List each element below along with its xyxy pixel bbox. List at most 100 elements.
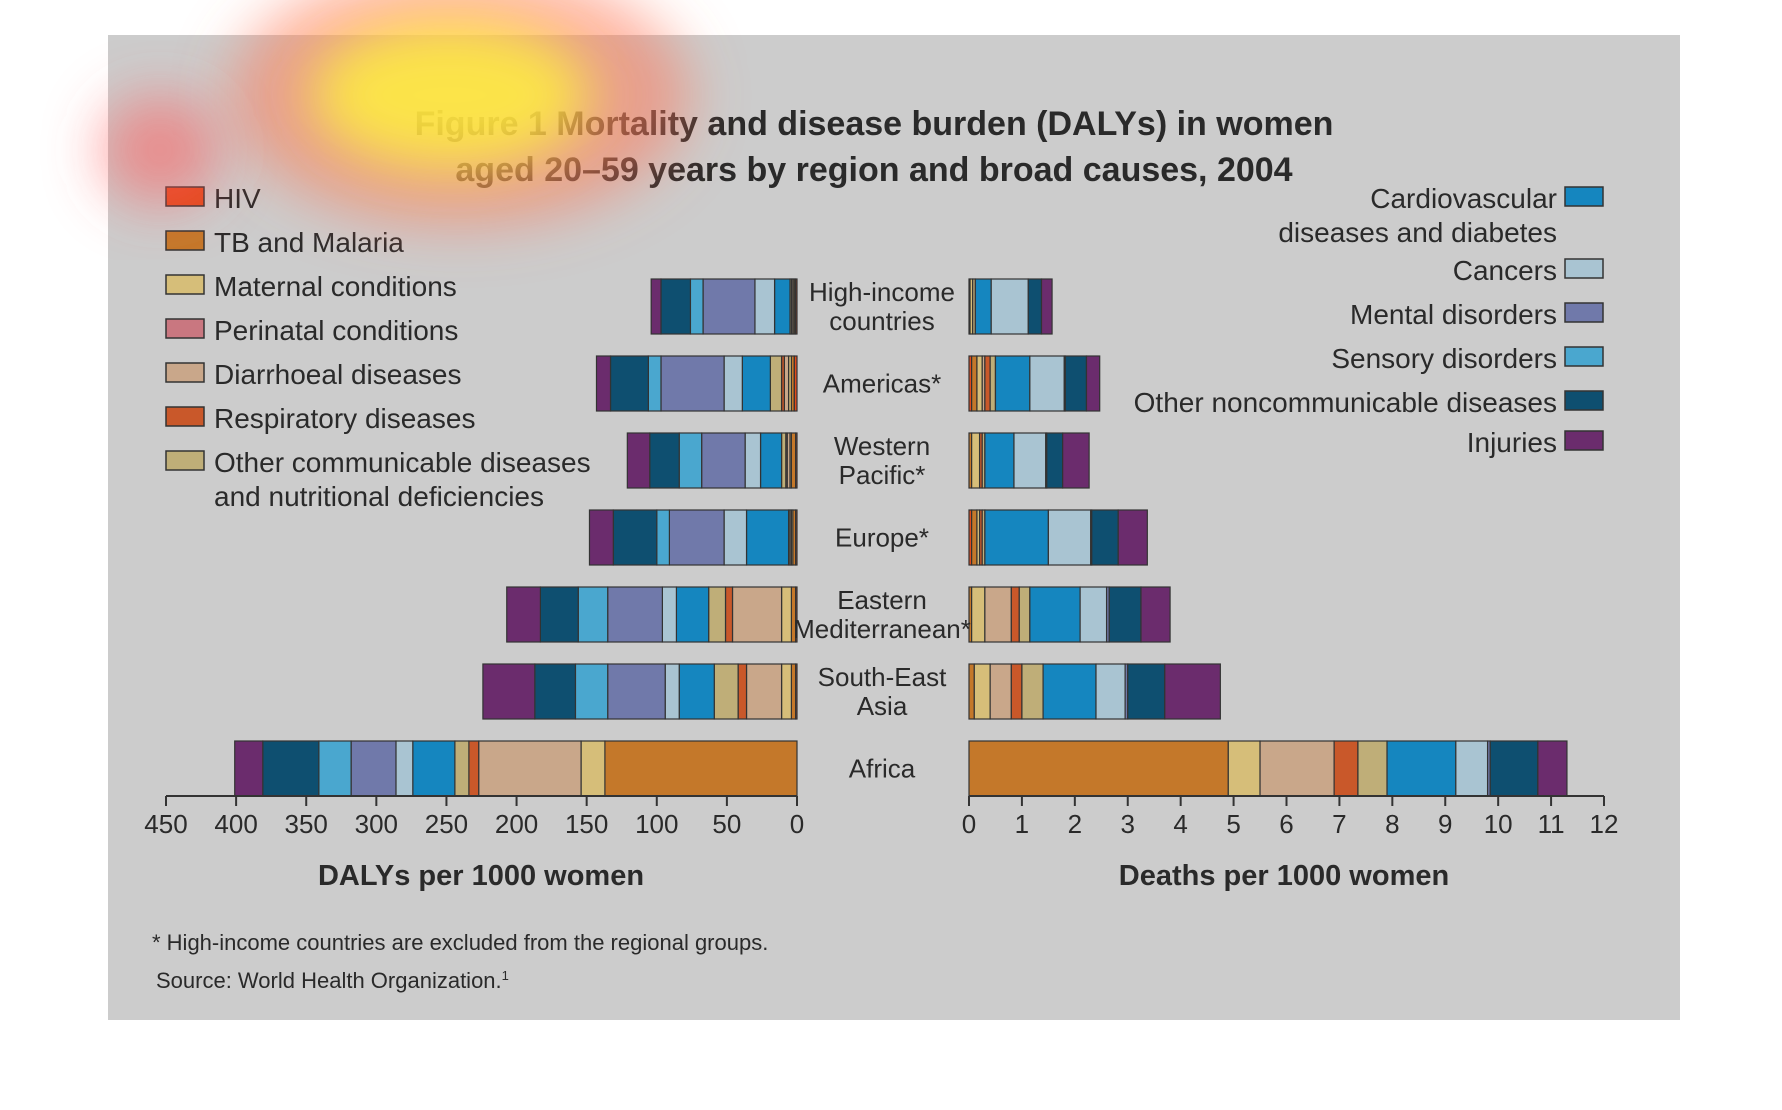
deaths-segment-cancers — [1013, 432, 1047, 489]
region-label-americas: Americas* — [823, 369, 941, 399]
dalys-segment-tb-and-malaria — [790, 432, 797, 489]
dalys-tick-label: 100 — [635, 809, 678, 839]
region-label-eastern-mediterranean: Eastern Mediterranean* — [793, 585, 971, 644]
dalys-tick-label: 50 — [712, 809, 741, 839]
deaths-segment-cancers — [1079, 586, 1108, 643]
dalys-segment-cardiovascular-diseases-and-diabetes — [675, 586, 710, 643]
legend-swatch — [165, 274, 205, 295]
region-label-line: Mediterranean* — [793, 614, 971, 644]
deaths-segment-diarrhoeal-diseases — [1259, 740, 1335, 797]
heatmap-blob — [100, 95, 220, 205]
region-label-line: Eastern — [837, 585, 927, 615]
legend-item-respiratory-diseases: Respiratory diseases — [165, 403, 475, 434]
region-label-south-east-asia: South-East Asia — [818, 662, 947, 721]
deaths-segment-other-noncommunicable-diseases — [1046, 432, 1064, 489]
heatmap-blob — [310, 20, 590, 170]
deaths-axis: 0 1 2 3 4 5 6 7 8 9 10 11 12 — [962, 795, 1619, 839]
legend-swatch — [1564, 302, 1604, 323]
legend-label: Other noncommunicable diseases — [1134, 387, 1557, 418]
deaths-segment-tb-and-malaria — [971, 509, 978, 566]
dalys-segment-mental-disorders — [702, 278, 756, 335]
dalys-bar-africa — [234, 740, 798, 797]
legend-left: HIV TB and Malaria Maternal conditions Peri… — [165, 183, 591, 512]
dalys-segment-other-noncommunicable-diseases — [539, 586, 579, 643]
legend-item-perinatal-conditions: Perinatal conditions — [165, 315, 458, 346]
deaths-segment-diarrhoeal-diseases — [989, 663, 1012, 720]
deaths-tick-label: 0 — [962, 809, 976, 839]
deaths-segment-tb-and-malaria — [968, 740, 1229, 797]
deaths-tick-label: 12 — [1590, 809, 1619, 839]
legend-swatch — [165, 362, 205, 383]
deaths-tick-label: 1 — [1015, 809, 1029, 839]
dalys-bar-americas — [595, 355, 798, 412]
legend-swatch — [165, 406, 205, 427]
deaths-segment-other-communicable-diseases-and-nutritional-deficiencies — [1021, 663, 1044, 720]
dalys-segment-injuries — [626, 432, 651, 489]
legend-item-mental-disorders: Mental disorders — [1350, 299, 1604, 330]
dalys-segment-other-noncommunicable-diseases — [609, 355, 649, 412]
deaths-segment-cardiovascular-diseases-and-diabetes — [1029, 586, 1081, 643]
deaths-segment-tb-and-malaria — [971, 355, 978, 412]
source-text: Source: World Health Organization. — [156, 968, 502, 993]
dalys-segment-other-communicable-diseases-and-nutritional-deficiencies — [713, 663, 739, 720]
deaths-segment-other-noncommunicable-diseases — [1108, 586, 1142, 643]
dalys-segment-respiratory-diseases — [724, 586, 734, 643]
deaths-segment-other-noncommunicable-diseases — [1489, 740, 1539, 797]
dalys-segment-cardiovascular-diseases-and-diabetes — [678, 663, 715, 720]
region-label-africa: Africa — [849, 754, 916, 784]
dalys-segment-sensory-disorders — [574, 663, 609, 720]
region-label-line: Europe* — [835, 523, 929, 553]
dalys-segment-mental-disorders — [668, 509, 725, 566]
deaths-segment-maternal-conditions — [971, 432, 981, 489]
region-label-line: South-East — [818, 662, 947, 692]
dalys-bar-eastern-mediterranean — [506, 586, 798, 643]
deaths-tick-label: 10 — [1484, 809, 1513, 839]
legend-swatch — [165, 450, 205, 471]
deaths-segment-cancers — [990, 278, 1029, 335]
dalys-bar-europe — [588, 509, 798, 566]
dalys-segment-respiratory-diseases — [737, 663, 748, 720]
legend-item-sensory-disorders: Sensory disorders — [1331, 343, 1604, 374]
dalys-segment-cancers — [754, 278, 776, 335]
dalys-segment-other-communicable-diseases-and-nutritional-deficiencies — [780, 432, 787, 489]
deaths-segment-cardiovascular-diseases-and-diabetes — [994, 355, 1031, 412]
dalys-segment-mental-disorders — [607, 663, 666, 720]
dalys-segment-other-noncommunicable-diseases — [534, 663, 577, 720]
dalys-segment-cardiovascular-diseases-and-diabetes — [759, 432, 783, 489]
legend-label: Diarrhoeal diseases — [214, 359, 461, 390]
dalys-segment-tb-and-malaria — [604, 740, 798, 797]
dalys-tick-label: 450 — [144, 809, 187, 839]
dalys-axis: 450 400 350 300 250 200 150 100 50 0 — [144, 795, 804, 839]
dalys-segment-diarrhoeal-diseases — [783, 355, 790, 412]
legend-label: TB and Malaria — [214, 227, 404, 258]
source-superscript: 1 — [502, 968, 509, 983]
dalys-tick-label: 150 — [565, 809, 608, 839]
deaths-axis-title: Deaths per 1000 women — [1119, 860, 1449, 892]
deaths-bars — [968, 278, 1568, 797]
deaths-segment-cardiovascular-diseases-and-diabetes — [1042, 663, 1097, 720]
deaths-tick-label: 6 — [1279, 809, 1293, 839]
dalys-bar-western-pacific — [626, 432, 798, 489]
dalys-bar-south-east-asia — [482, 663, 798, 720]
legend-item-injuries: Injuries — [1467, 427, 1604, 458]
deaths-segment-injuries — [1117, 509, 1148, 566]
dalys-segment-injuries — [234, 740, 264, 797]
dalys-segment-sensory-disorders — [656, 509, 670, 566]
dalys-segment-other-communicable-diseases-and-nutritional-deficiencies — [708, 586, 727, 643]
dalys-segment-cardiovascular-diseases-and-diabetes — [773, 278, 791, 335]
legend-swatch — [1564, 346, 1604, 367]
dalys-tick-label: 350 — [285, 809, 328, 839]
legend-item-diarrhoeal-diseases: Diarrhoeal diseases — [165, 359, 461, 390]
legend-item-cancers: Cancers — [1453, 255, 1604, 286]
deaths-tick-label: 7 — [1332, 809, 1346, 839]
deaths-bar-europe — [968, 509, 1148, 566]
deaths-bar-western-pacific — [968, 432, 1090, 489]
dalys-segment-cancers — [723, 355, 743, 412]
dalys-segment-cancers — [664, 663, 680, 720]
dalys-tick-label: 300 — [355, 809, 398, 839]
dalys-segment-mental-disorders — [350, 740, 397, 797]
deaths-segment-diarrhoeal-diseases — [984, 586, 1012, 643]
region-label-line: countries — [829, 306, 935, 336]
dalys-segment-cardiovascular-diseases-and-diabetes — [741, 355, 771, 412]
